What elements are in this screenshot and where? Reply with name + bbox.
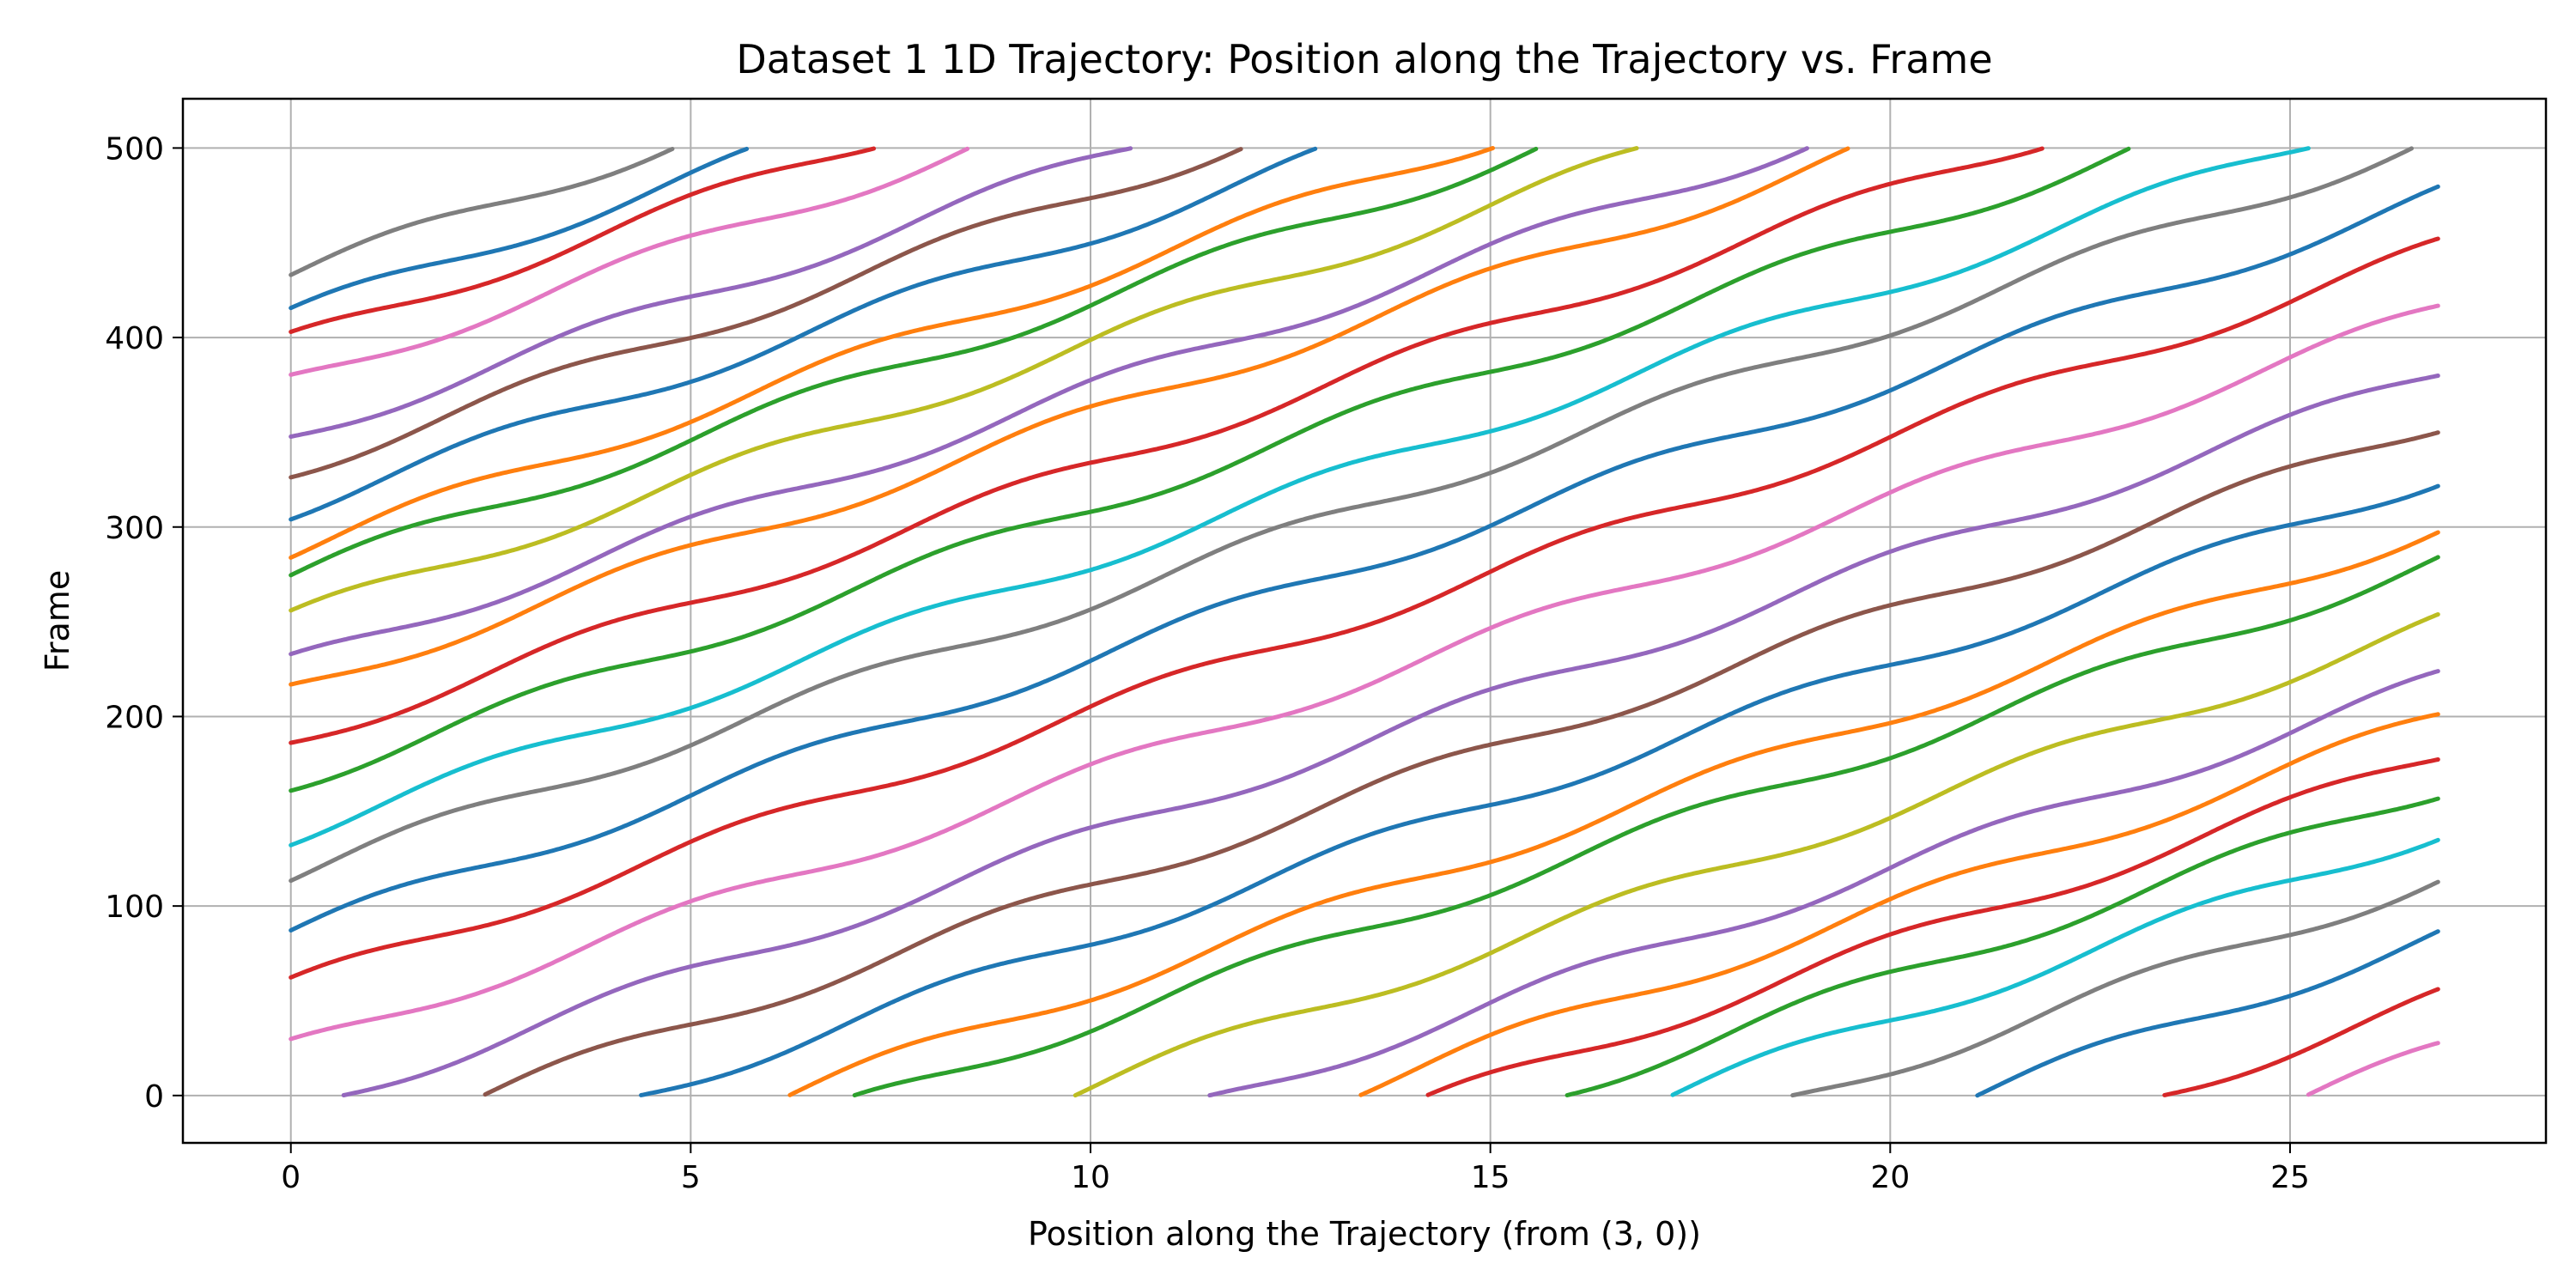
series-line: [289, 146, 2131, 793]
series-line: [2306, 1041, 2440, 1097]
series-lines: [289, 146, 2440, 1098]
series-line: [289, 236, 2440, 980]
series-line: [289, 146, 1133, 439]
series-line: [787, 530, 2440, 1097]
series-line: [2162, 987, 2440, 1097]
series-line: [289, 146, 2414, 884]
x-tick-label: 25: [2270, 1160, 2310, 1195]
series-line: [639, 483, 2440, 1097]
series-line: [1425, 757, 2440, 1097]
series-line: [289, 146, 970, 377]
series-line: [1790, 879, 2440, 1098]
x-tick-label: 5: [681, 1160, 701, 1195]
y-axis-label: Frame: [39, 570, 76, 671]
series-line: [289, 146, 2044, 745]
series-line: [289, 184, 2440, 933]
series-line: [1358, 712, 2440, 1097]
x-tick-label: 10: [1071, 1160, 1110, 1195]
x-tick-label: 15: [1471, 1160, 1510, 1195]
series-line: [289, 146, 1809, 657]
series-line: [289, 146, 1318, 522]
series-line: [341, 374, 2440, 1097]
series-line: [289, 147, 675, 277]
series-line: [483, 430, 2440, 1097]
y-tick-label: 400: [105, 321, 164, 356]
ticks: 0 5 10 15 20 25 0 100 200 300 400 500: [105, 131, 2310, 1195]
series-line: [289, 146, 1850, 687]
series-line: [289, 146, 2311, 848]
series-line: [289, 146, 1539, 578]
series-line: [1670, 837, 2440, 1097]
grid: [183, 99, 2546, 1143]
series-line: [1975, 929, 2440, 1098]
chart-title: Dataset 1 1D Trajectory: Position along …: [736, 36, 1992, 82]
y-tick-label: 500: [105, 131, 164, 167]
series-line: [289, 146, 1639, 613]
series-line: [1564, 796, 2440, 1097]
series-line: [289, 303, 2440, 1042]
x-tick-label: 0: [281, 1160, 301, 1195]
series-line: [1207, 669, 2440, 1098]
y-tick-label: 300: [105, 511, 164, 546]
series-line: [289, 146, 750, 311]
y-tick-label: 200: [105, 700, 164, 735]
series-line: [852, 555, 2440, 1097]
series-line: [1072, 612, 2440, 1098]
x-axis-label: Position along the Trajectory (from (3, …: [1028, 1215, 1701, 1253]
x-tick-label: 20: [1870, 1160, 1910, 1195]
plot-frame: [181, 97, 2548, 1145]
y-tick-label: 100: [105, 890, 164, 925]
y-tick-label: 0: [144, 1079, 164, 1115]
series-line: [289, 147, 1243, 480]
series-line: [289, 146, 877, 334]
series-line: [289, 146, 1495, 560]
